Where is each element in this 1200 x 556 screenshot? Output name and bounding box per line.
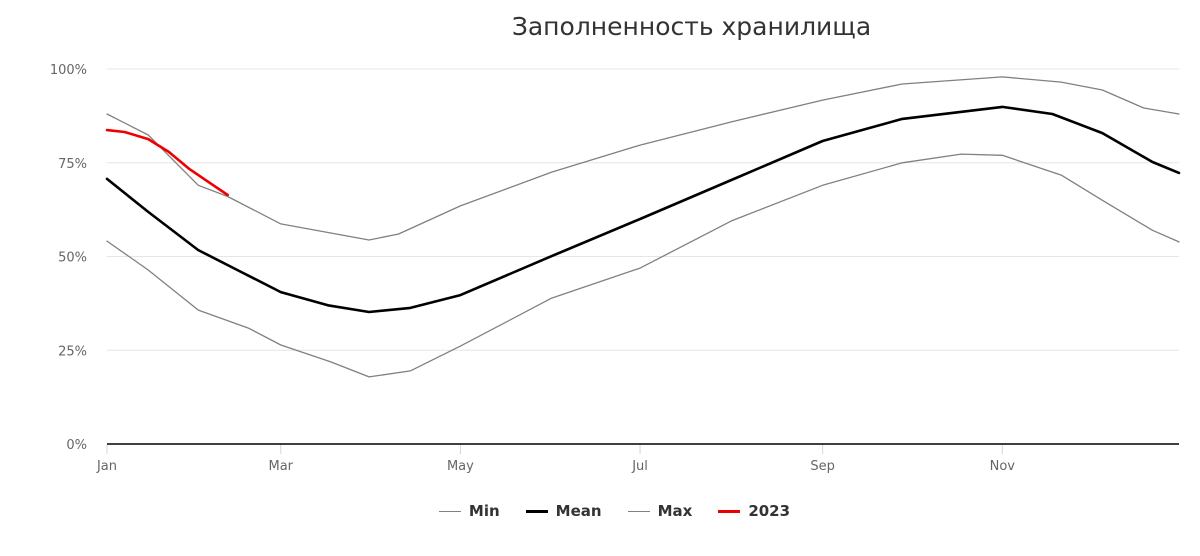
x-tick-label: Mar bbox=[268, 459, 293, 474]
series-lines bbox=[105, 76, 1181, 378]
x-tick-label: Nov bbox=[990, 459, 1016, 474]
y-tick-label: 0% bbox=[66, 438, 87, 453]
x-axis-labels: Jan Mar May Jul Sep Nov bbox=[96, 444, 1015, 474]
legend-line-icon bbox=[525, 509, 548, 513]
y-tick-label: 50% bbox=[58, 251, 87, 266]
x-tick-label: May bbox=[447, 459, 474, 474]
legend-item-min[interactable]: Min bbox=[438, 502, 500, 520]
series-mean-line bbox=[105, 105, 1181, 314]
legend-label: Mean bbox=[555, 502, 602, 520]
legend-line-icon bbox=[627, 510, 650, 512]
legend: Min Mean Max 2023 bbox=[0, 502, 1200, 520]
y-tick-label: 100% bbox=[50, 63, 87, 78]
y-tick-label: 25% bbox=[58, 344, 87, 359]
series-max-line bbox=[106, 76, 1180, 241]
x-tick-label: Jul bbox=[631, 459, 648, 474]
legend-item-max[interactable]: Max bbox=[627, 502, 693, 520]
legend-label: Max bbox=[657, 502, 693, 520]
legend-label: 2023 bbox=[748, 502, 791, 520]
x-tick-label: Jan bbox=[96, 459, 117, 474]
legend-item-mean[interactable]: Mean bbox=[525, 502, 602, 520]
legend-line-icon bbox=[438, 510, 461, 512]
legend-label: Min bbox=[468, 502, 500, 520]
gridlines bbox=[107, 68, 1179, 351]
chart-title: Заполненность хранилища bbox=[511, 12, 872, 41]
y-tick-label: 75% bbox=[58, 157, 87, 172]
x-tick-label: Sep bbox=[810, 459, 835, 474]
y-axis-labels: 0% 25% 50% 75% 100% bbox=[50, 63, 87, 453]
legend-line-icon bbox=[718, 509, 741, 513]
series-min-line bbox=[106, 153, 1180, 378]
legend-item-2023[interactable]: 2023 bbox=[718, 502, 790, 520]
series-2023-line bbox=[105, 128, 229, 197]
